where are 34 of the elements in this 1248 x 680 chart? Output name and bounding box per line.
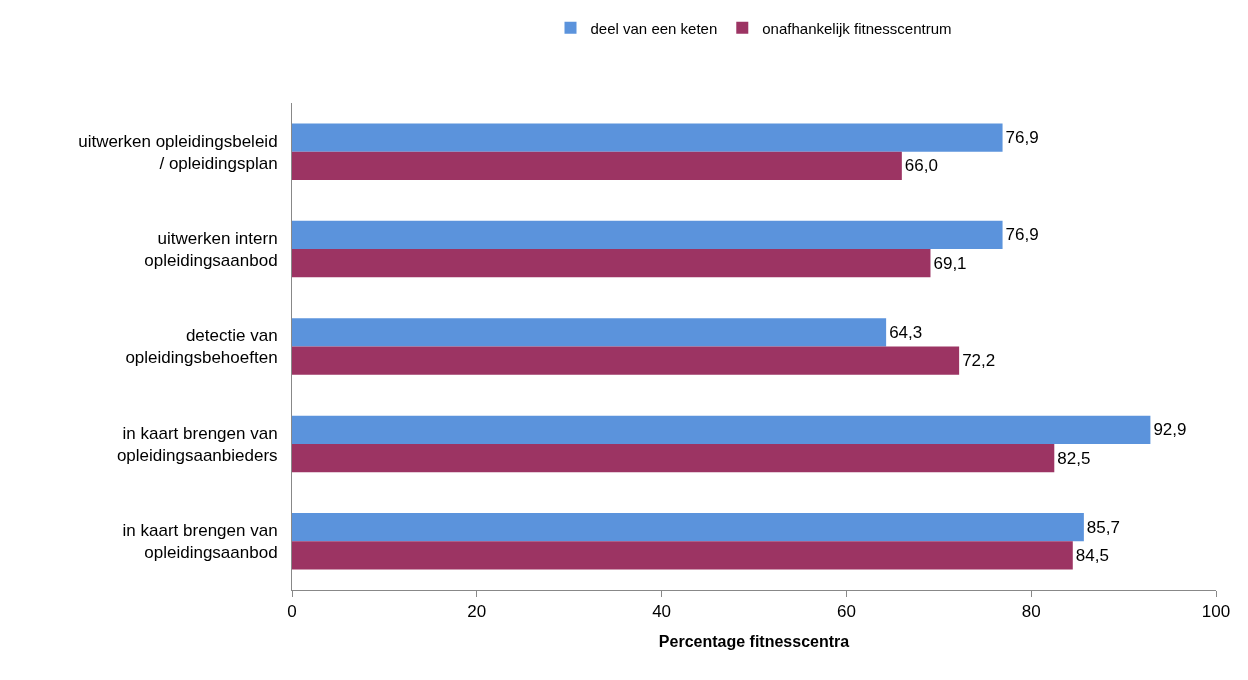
bar — [292, 541, 1073, 570]
x-tick-label: 0 — [287, 602, 297, 622]
bar — [292, 249, 931, 278]
y-tick-label: uitwerken opleidingsbeleid / opleidingsplan — [78, 131, 278, 173]
x-tick-label: 20 — [467, 602, 487, 622]
bar — [292, 415, 1151, 444]
x-axis-title: Percentage fitnesscentra — [658, 633, 850, 651]
legend-label: deel van een keten — [590, 19, 718, 37]
y-tick-label: uitwerken intern opleidingsaanbod — [144, 229, 278, 271]
bar — [292, 346, 960, 375]
data-label: 66,0 — [904, 156, 938, 176]
bar — [292, 443, 1055, 473]
bar — [292, 513, 1084, 542]
bar — [292, 318, 887, 347]
y-tick-label: in kaart brengen van opleidingsaanbieders — [116, 423, 278, 465]
data-label: 72,2 — [962, 351, 996, 371]
data-label: 85,7 — [1086, 517, 1120, 537]
x-tick-label: 80 — [1021, 602, 1041, 622]
x-tick-label: 40 — [652, 602, 672, 622]
data-label: 82,5 — [1057, 448, 1091, 468]
data-label: 76,9 — [1005, 128, 1039, 148]
bar — [292, 151, 902, 180]
data-label: 84,5 — [1075, 545, 1109, 565]
data-label: 92,9 — [1153, 420, 1187, 440]
data-label: 64,3 — [889, 322, 923, 342]
y-tick-label: detectie van opleidingsbehoeften — [125, 326, 278, 368]
x-tick-label: 60 — [836, 602, 856, 622]
bar — [292, 123, 1003, 152]
data-label: 69,1 — [933, 253, 967, 273]
y-tick-label: in kaart brengen van opleidingsaanbod — [122, 521, 278, 563]
x-tick-label: 100 — [1201, 602, 1231, 622]
bar — [292, 220, 1003, 250]
data-label: 76,9 — [1005, 225, 1039, 245]
legend-label: onafhankelijk fitnesscentrum — [762, 19, 952, 37]
